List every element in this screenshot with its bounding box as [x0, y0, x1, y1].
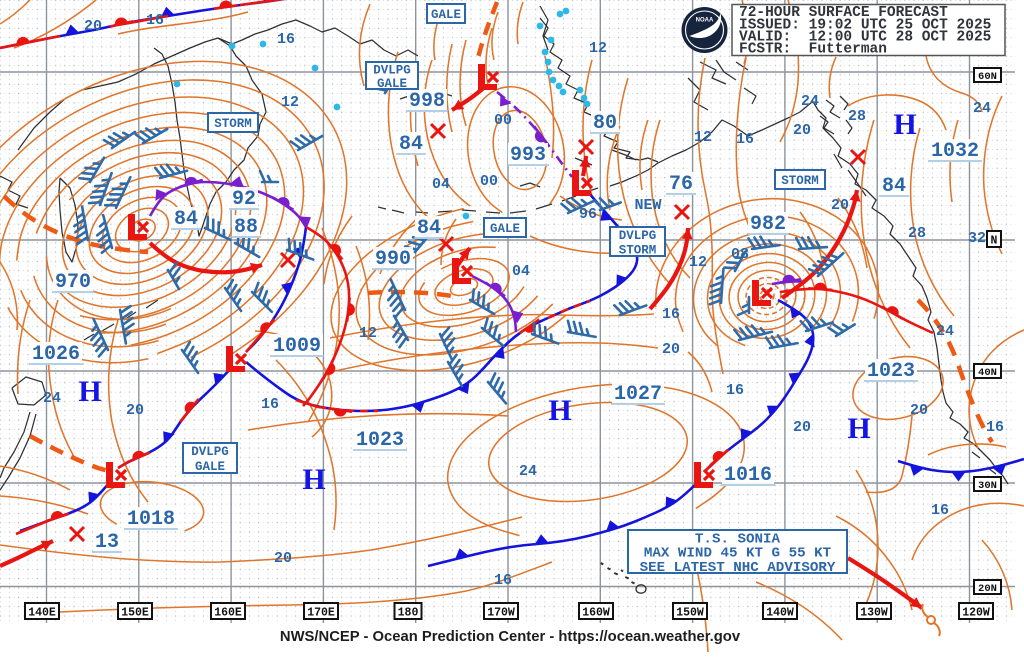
svg-text:180: 180 [398, 606, 419, 619]
svg-text:16: 16 [494, 572, 512, 589]
svg-text:88: 88 [234, 216, 258, 239]
svg-text:12: 12 [689, 254, 707, 271]
svg-text:150W: 150W [676, 606, 704, 619]
svg-text:GALE: GALE [431, 8, 461, 22]
svg-text:GALE: GALE [490, 222, 520, 236]
svg-text:1023: 1023 [867, 360, 915, 383]
svg-text:SEE LATEST NHC ADVISORY: SEE LATEST NHC ADVISORY [640, 560, 836, 576]
svg-text:04: 04 [432, 176, 450, 193]
svg-text:12: 12 [694, 129, 712, 146]
svg-text:84: 84 [174, 208, 198, 231]
svg-text:16: 16 [277, 31, 295, 48]
svg-text:H: H [893, 108, 916, 141]
svg-text:970: 970 [55, 271, 91, 294]
svg-text:1023: 1023 [356, 429, 404, 452]
svg-text:16: 16 [736, 131, 754, 148]
svg-text:92: 92 [232, 188, 256, 211]
svg-text:08: 08 [731, 246, 749, 263]
svg-text:84: 84 [399, 133, 423, 156]
svg-text:H: H [548, 394, 571, 427]
svg-text:28: 28 [848, 108, 866, 125]
svg-text:16: 16 [726, 382, 744, 399]
svg-text:13: 13 [95, 531, 119, 554]
svg-text:NOAA: NOAA [696, 18, 714, 24]
svg-text:24: 24 [801, 93, 819, 110]
svg-text:1026: 1026 [32, 343, 80, 366]
svg-text:12: 12 [281, 94, 299, 111]
svg-text:20: 20 [274, 550, 292, 567]
svg-text:20: 20 [662, 341, 680, 358]
svg-text:12: 12 [359, 325, 377, 342]
svg-text:20N: 20N [978, 583, 997, 595]
svg-text:120W: 120W [962, 606, 990, 619]
svg-text:H: H [847, 412, 870, 445]
svg-text:1009: 1009 [273, 335, 321, 358]
svg-text:140W: 140W [766, 606, 794, 619]
svg-text:20: 20 [910, 402, 928, 419]
svg-text:STORM: STORM [214, 117, 252, 131]
svg-text:72-HOUR SURFACE FORECAST: 72-HOUR SURFACE FORECAST [739, 5, 948, 21]
svg-text:STORM: STORM [619, 243, 657, 257]
svg-text:H: H [78, 375, 101, 408]
svg-text:VALID: 12:00 UTC 28 OCT 2025: VALID: 12:00 UTC 28 OCT 2025 [739, 30, 991, 46]
svg-text:1016: 1016 [724, 464, 772, 487]
svg-text:40N: 40N [978, 367, 997, 379]
svg-text:1027: 1027 [614, 383, 662, 406]
svg-text:170E: 170E [307, 606, 335, 619]
svg-text:160W: 160W [582, 606, 610, 619]
svg-text:993: 993 [510, 144, 546, 167]
svg-text:32: 32 [968, 230, 986, 247]
svg-text:GALE: GALE [195, 460, 225, 474]
svg-text:24: 24 [43, 390, 61, 407]
svg-text:20: 20 [793, 419, 811, 436]
svg-text:00: 00 [494, 112, 512, 129]
svg-text:NWS/NCEP - Ocean Prediction Ce: NWS/NCEP - Ocean Prediction Center - htt… [280, 629, 741, 645]
svg-text:16: 16 [931, 502, 949, 519]
svg-text:998: 998 [409, 90, 445, 113]
svg-text:1018: 1018 [127, 508, 175, 531]
svg-text:84: 84 [882, 175, 906, 198]
svg-text:24: 24 [936, 323, 954, 340]
svg-text:140E: 140E [28, 606, 56, 619]
svg-text:DVLPG: DVLPG [619, 229, 657, 243]
svg-text:130W: 130W [860, 606, 888, 619]
svg-text:982: 982 [750, 213, 786, 236]
svg-text:24: 24 [519, 463, 537, 480]
svg-text:76: 76 [669, 173, 693, 196]
svg-text:170W: 170W [487, 606, 515, 619]
svg-text:60N: 60N [978, 71, 997, 83]
svg-text:20: 20 [126, 402, 144, 419]
svg-text:NEW: NEW [634, 197, 661, 214]
svg-text:16: 16 [261, 396, 279, 413]
svg-text:GALE: GALE [377, 77, 407, 91]
svg-text:16: 16 [146, 12, 164, 29]
svg-text:MAX WIND 45 KT G 55 KT: MAX WIND 45 KT G 55 KT [644, 546, 832, 562]
svg-text:DVLPG: DVLPG [373, 63, 411, 77]
svg-text:ISSUED: 19:02 UTC 25 OCT 2025: ISSUED: 19:02 UTC 25 OCT 2025 [739, 17, 991, 33]
svg-text:24: 24 [973, 100, 991, 117]
svg-text:20: 20 [84, 18, 102, 35]
svg-text:04: 04 [512, 263, 530, 280]
svg-text:80: 80 [593, 112, 617, 135]
svg-text:N: N [991, 234, 998, 247]
svg-text:150E: 150E [121, 606, 149, 619]
svg-text:990: 990 [375, 248, 411, 271]
svg-text:DVLPG: DVLPG [191, 445, 229, 459]
svg-text:160E: 160E [214, 606, 242, 619]
svg-text:T.S. SONIA: T.S. SONIA [695, 531, 781, 547]
svg-text:STORM: STORM [781, 174, 819, 188]
svg-text:16: 16 [662, 306, 680, 323]
svg-text:28: 28 [908, 225, 926, 242]
svg-text:20: 20 [793, 122, 811, 139]
svg-text:1032: 1032 [931, 140, 979, 163]
svg-text:30N: 30N [978, 480, 997, 492]
svg-text:84: 84 [417, 217, 441, 240]
svg-text:H: H [302, 463, 325, 496]
svg-text:00: 00 [480, 173, 498, 190]
svg-text:12: 12 [589, 40, 607, 57]
svg-text:16: 16 [986, 419, 1004, 436]
svg-text:96: 96 [579, 206, 597, 223]
svg-text:20: 20 [831, 197, 849, 214]
svg-text:FCSTR: Futterman: FCSTR: Futterman [739, 41, 887, 57]
